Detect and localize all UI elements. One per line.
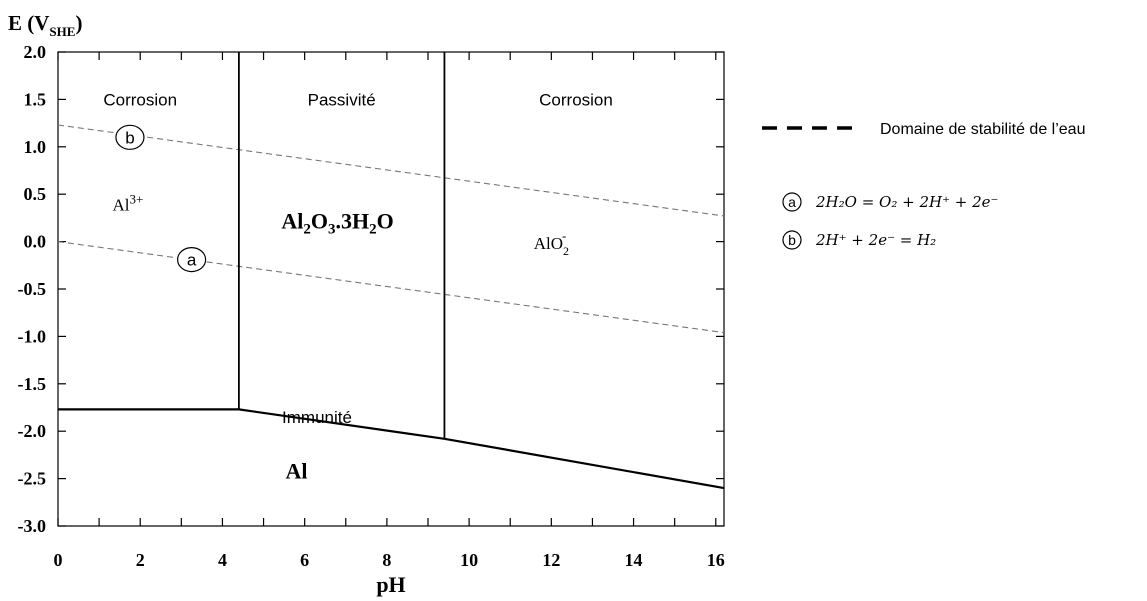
x-tick-label: 10 xyxy=(460,550,478,570)
region-label: Corrosion xyxy=(539,90,613,109)
legend-equation-a: 2H₂O = O₂ + 2H⁺ + 2e⁻ xyxy=(815,193,998,211)
legend-marker-a-letter: a xyxy=(788,194,796,210)
y-tick-label: -1.5 xyxy=(18,374,47,394)
x-tick-label: 12 xyxy=(542,550,560,570)
x-tick-label: 16 xyxy=(707,550,725,570)
legend-marker-a xyxy=(782,192,802,212)
y-tick-label: 1.5 xyxy=(24,89,47,109)
axis-ticks xyxy=(57,51,724,527)
y-tick-label: 0.5 xyxy=(24,184,47,204)
legend-marker-b-letter: b xyxy=(788,232,796,248)
phase-boundaries xyxy=(58,52,725,490)
species-label-alumina: Al2O3.3H2O xyxy=(281,208,393,237)
legend: Domaine de stabilité de l’eau a 2H₂O = O… xyxy=(762,121,1085,250)
y-tick-label: -0.5 xyxy=(18,279,47,299)
phase-boundary xyxy=(238,408,445,440)
region-label: Corrosion xyxy=(103,90,177,109)
species-label-aluminate: AlO2- xyxy=(534,228,569,258)
x-tick-label: 0 xyxy=(54,550,63,570)
water-line-b xyxy=(57,124,725,217)
legend-water-label: Domaine de stabilité de l’eau xyxy=(880,121,1085,138)
y-tick-label: -2.0 xyxy=(18,421,47,441)
water-stability-lines xyxy=(57,124,725,334)
y-tick-label: -1.0 xyxy=(18,326,47,346)
x-tick-label: 8 xyxy=(382,550,391,570)
legend-equation-b: 2H⁺ + 2e⁻ = H₂ xyxy=(815,231,936,249)
x-tick-label: 14 xyxy=(625,550,643,570)
species-label-al3: Al3+ xyxy=(112,191,143,214)
region-label: Immunité xyxy=(282,408,352,427)
line-marker-letter: a xyxy=(187,251,197,270)
line-marker-letter: b xyxy=(125,128,134,147)
y-tick-labels: 2.0 1.5 1.0 0.5 0.0 -0.5 -1.0 -1.5 -2.0 -2.5 -3.0 xyxy=(18,42,47,536)
y-tick-label: -2.5 xyxy=(18,469,47,489)
x-tick-label: 6 xyxy=(300,550,309,570)
region-label: Passivité xyxy=(308,90,376,109)
species-label-aluminium: Al xyxy=(285,459,307,484)
legend-marker-b xyxy=(782,230,802,250)
y-tick-label: 2.0 xyxy=(24,42,47,62)
water-line-a xyxy=(57,241,725,334)
x-tick-label: 4 xyxy=(218,550,227,570)
region-labels: Corrosion Passivité Corrosion Immunité xyxy=(103,90,612,427)
plot-frame xyxy=(57,51,725,527)
y-tick-label: 0.0 xyxy=(24,232,47,252)
x-tick-labels: 0 2 4 6 8 10 12 14 16 xyxy=(54,550,725,570)
line-markers: ba xyxy=(115,124,207,273)
x-axis-title: pH xyxy=(376,572,405,597)
y-axis-title: E (VSHE) xyxy=(8,11,82,39)
y-tick-label: 1.0 xyxy=(24,137,47,157)
phase-boundary xyxy=(444,437,725,490)
x-tick-label: 2 xyxy=(136,550,145,570)
line-marker-circle xyxy=(115,124,145,150)
y-tick-label: -3.0 xyxy=(18,516,47,536)
line-marker-circle xyxy=(177,247,207,273)
